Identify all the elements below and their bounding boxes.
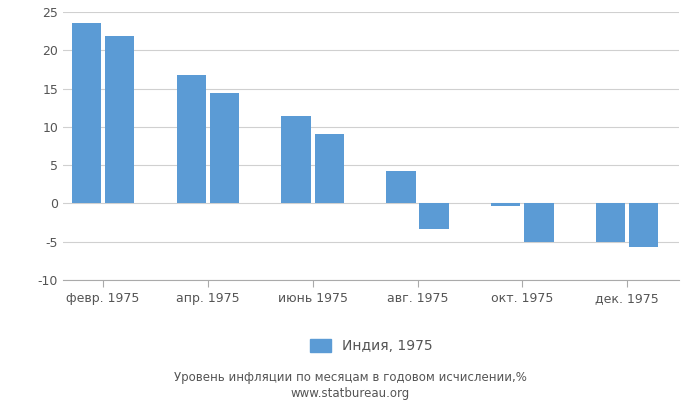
Bar — [386, 170, 416, 204]
Bar — [419, 204, 449, 229]
Bar — [72, 24, 101, 204]
Bar — [629, 204, 659, 247]
Bar — [491, 204, 521, 206]
Bar — [596, 204, 625, 242]
Text: www.statbureau.org: www.statbureau.org — [290, 388, 410, 400]
Bar — [210, 93, 239, 204]
Bar — [314, 134, 344, 204]
Bar — [105, 36, 134, 204]
Bar — [281, 116, 311, 204]
Legend: Индия, 1975: Индия, 1975 — [304, 334, 438, 359]
Bar — [176, 75, 206, 204]
Bar — [524, 204, 554, 242]
Text: Уровень инфляции по месяцам в годовом исчислении,%: Уровень инфляции по месяцам в годовом ис… — [174, 372, 526, 384]
